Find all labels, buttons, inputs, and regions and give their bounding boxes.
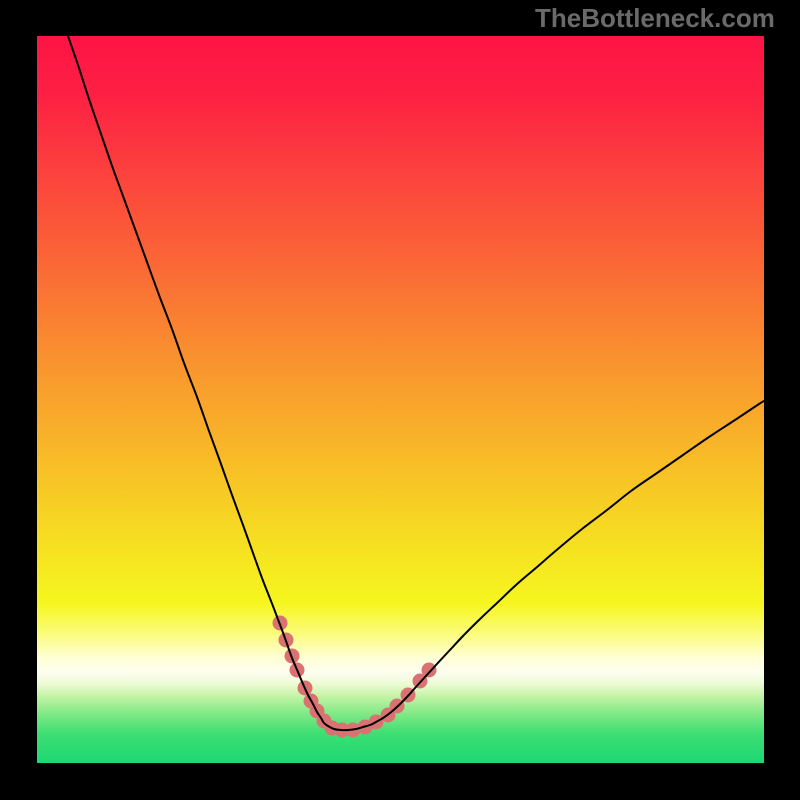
plot-area	[37, 36, 764, 763]
chart-container: TheBottleneck.com	[0, 0, 800, 800]
watermark-text: TheBottleneck.com	[535, 3, 775, 34]
